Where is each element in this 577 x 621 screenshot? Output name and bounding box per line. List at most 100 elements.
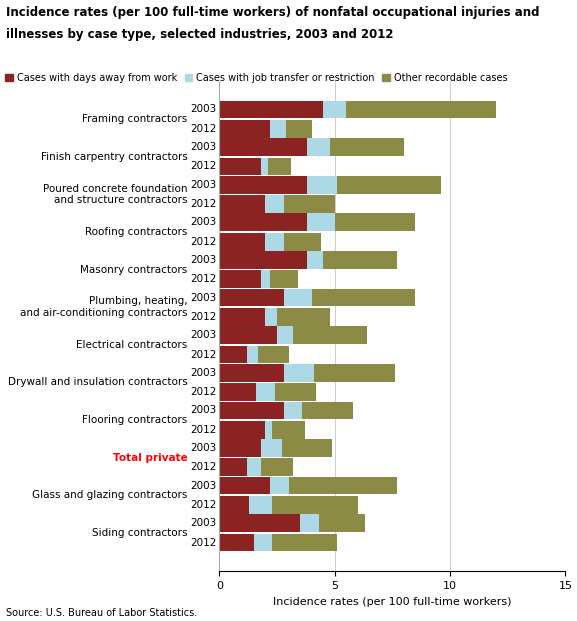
Text: 2003: 2003 (190, 255, 216, 265)
Bar (272, 496, 358, 514)
Bar (277, 326, 293, 344)
Text: 2012: 2012 (190, 538, 216, 548)
Bar (330, 138, 404, 156)
X-axis label: Incidence rates (per 100 full-time workers): Incidence rates (per 100 full-time worke… (273, 597, 512, 607)
Text: 2012: 2012 (190, 425, 216, 435)
Text: Finish carpentry contractors: Finish carpentry contractors (40, 152, 188, 162)
Text: Total private: Total private (113, 453, 188, 463)
Bar (219, 533, 254, 551)
Bar (219, 101, 323, 119)
Text: 2003: 2003 (190, 217, 216, 227)
Bar (270, 270, 298, 288)
Text: 2012: 2012 (190, 161, 216, 171)
Bar (270, 477, 288, 494)
Bar (265, 308, 277, 326)
Bar (219, 458, 247, 476)
Bar (261, 270, 270, 288)
Bar (323, 101, 346, 119)
Bar (284, 289, 312, 306)
Bar (307, 138, 330, 156)
Text: Flooring contractors: Flooring contractors (83, 415, 188, 425)
Bar (261, 158, 268, 175)
Bar (286, 120, 312, 138)
Text: 2003: 2003 (190, 142, 216, 152)
Bar (219, 514, 300, 532)
Bar (219, 439, 261, 457)
Text: 2003: 2003 (190, 104, 216, 114)
Text: 2012: 2012 (190, 500, 216, 510)
Text: illnesses by case type, selected industries, 2003 and 2012: illnesses by case type, selected industr… (6, 28, 394, 41)
Bar (284, 402, 302, 419)
Bar (265, 195, 284, 213)
Bar (284, 364, 314, 382)
Bar (219, 138, 307, 156)
Bar (219, 233, 265, 250)
Text: 2012: 2012 (190, 237, 216, 247)
Text: 2012: 2012 (190, 350, 216, 360)
Bar (219, 120, 270, 138)
Text: Plumbing, heating,
and air-conditioning contractors: Plumbing, heating, and air-conditioning … (20, 296, 188, 318)
Text: 2003: 2003 (190, 292, 216, 302)
Bar (254, 533, 272, 551)
Bar (314, 364, 395, 382)
Text: Electrical contractors: Electrical contractors (76, 340, 188, 350)
Bar (219, 346, 247, 363)
Bar (270, 120, 286, 138)
Bar (219, 251, 307, 269)
Bar (335, 214, 415, 231)
Bar (219, 477, 270, 494)
Bar (268, 158, 291, 175)
Bar (219, 402, 284, 419)
Bar (219, 496, 249, 514)
Bar (265, 421, 272, 438)
Text: 2012: 2012 (190, 124, 216, 134)
Bar (275, 383, 316, 401)
Bar (219, 364, 284, 382)
Bar (302, 402, 353, 419)
Bar (312, 289, 415, 306)
Bar (247, 458, 261, 476)
Bar (319, 514, 365, 532)
Text: 2012: 2012 (190, 387, 216, 397)
Bar (219, 421, 265, 438)
Text: Framing contractors: Framing contractors (83, 114, 188, 124)
Bar (219, 214, 307, 231)
Bar (307, 251, 323, 269)
Bar (337, 176, 441, 194)
Text: 2003: 2003 (190, 406, 216, 415)
Text: 2012: 2012 (190, 312, 216, 322)
Bar (256, 383, 275, 401)
Bar (265, 233, 284, 250)
Bar (272, 421, 305, 438)
Text: 2003: 2003 (190, 368, 216, 378)
Text: Roofing contractors: Roofing contractors (85, 227, 188, 237)
Bar (258, 346, 288, 363)
Bar (284, 195, 335, 213)
Text: Drywall and insulation contractors: Drywall and insulation contractors (8, 378, 188, 388)
Bar (219, 383, 256, 401)
Text: Incidence rates (per 100 full-time workers) of nonfatal occupational injuries an: Incidence rates (per 100 full-time worke… (6, 6, 539, 19)
Text: 2003: 2003 (190, 443, 216, 453)
Text: Masonry contractors: Masonry contractors (80, 265, 188, 274)
Bar (272, 533, 337, 551)
Bar (293, 326, 367, 344)
Bar (219, 270, 261, 288)
Bar (249, 496, 272, 514)
Bar (219, 195, 265, 213)
Bar (288, 477, 397, 494)
Text: 2003: 2003 (190, 330, 216, 340)
Text: 2012: 2012 (190, 463, 216, 473)
Text: 2012: 2012 (190, 199, 216, 209)
Bar (284, 233, 321, 250)
Text: Glass and glazing contractors: Glass and glazing contractors (32, 490, 188, 501)
Bar (219, 158, 261, 175)
Text: Siding contractors: Siding contractors (92, 528, 188, 538)
Bar (300, 514, 319, 532)
Bar (261, 458, 293, 476)
Bar (261, 439, 282, 457)
Bar (277, 308, 330, 326)
Bar (307, 176, 337, 194)
Legend: Cases with days away from work, Cases with job transfer or restriction, Other re: Cases with days away from work, Cases wi… (5, 73, 508, 83)
Bar (323, 251, 397, 269)
Bar (346, 101, 496, 119)
